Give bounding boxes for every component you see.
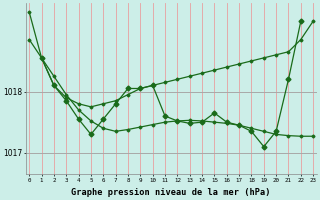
X-axis label: Graphe pression niveau de la mer (hPa): Graphe pression niveau de la mer (hPa) — [71, 188, 271, 197]
